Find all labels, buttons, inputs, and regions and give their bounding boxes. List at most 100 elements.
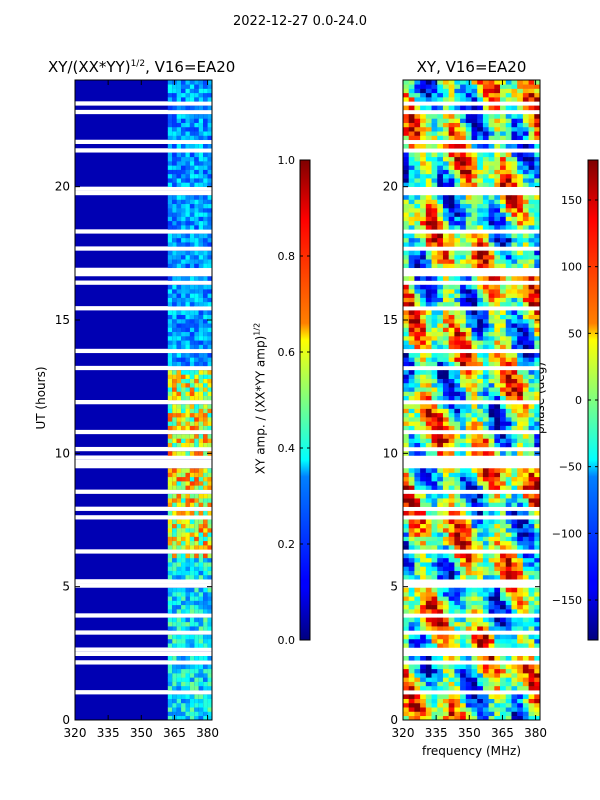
- heatmap-cell: [471, 536, 478, 542]
- heatmap-cell: [500, 481, 507, 486]
- heatmap-cell: [454, 284, 461, 290]
- heatmap-cell: [477, 417, 484, 422]
- heatmap-cell: [420, 88, 427, 94]
- heatmap-cell: [198, 156, 204, 162]
- heatmap-cell: [176, 476, 182, 482]
- heatmap-cell: [517, 523, 524, 529]
- heatmap-cell: [534, 242, 541, 247]
- heatmap-cell: [437, 545, 444, 550]
- heatmap-cell: [460, 502, 467, 507]
- heatmap-cell: [494, 711, 501, 717]
- heatmap-cell: [494, 195, 501, 200]
- heatmap-cell: [511, 404, 518, 409]
- heatmap-cell: [534, 536, 541, 542]
- heatmap-cell: [172, 702, 177, 708]
- heatmap-cell: [500, 327, 507, 333]
- heatmap-cell: [500, 643, 507, 648]
- heatmap-cell: [189, 199, 195, 205]
- heatmap-cell: [189, 562, 195, 567]
- heatmap-cell: [203, 314, 208, 320]
- heatmap-cell: [465, 476, 472, 482]
- heatmap-cell: [167, 702, 173, 708]
- heatmap-cell: [194, 370, 199, 375]
- heatmap-cell: [408, 673, 415, 678]
- heatmap-cell: [425, 656, 432, 661]
- heatmap-cell: [167, 318, 173, 324]
- heatmap-cell: [505, 378, 512, 384]
- heatmap-cell: [500, 199, 507, 205]
- heatmap-cell: [414, 698, 421, 704]
- heatmap-cell: [207, 297, 212, 303]
- heatmap-cell: [437, 694, 444, 699]
- heatmap-cell: [505, 638, 512, 644]
- heatmap-cell: [500, 263, 507, 269]
- heatmap-cell: [176, 126, 182, 132]
- heatmap-cell: [207, 122, 212, 128]
- heatmap-cell: [414, 668, 421, 674]
- heatmap-cell: [181, 114, 186, 119]
- heatmap-cell: [181, 344, 186, 350]
- heatmap-cell: [185, 297, 190, 303]
- heatmap-cell: [420, 126, 427, 132]
- heatmap-cell: [534, 173, 541, 179]
- heatmap-cell: [198, 621, 204, 627]
- heatmap-cell: [522, 570, 529, 576]
- heatmap-cell: [176, 387, 182, 392]
- heatmap-cell: [408, 92, 415, 98]
- heatmap-cell: [198, 263, 204, 269]
- heatmap-cell: [511, 391, 518, 397]
- heatmap-cell: [471, 434, 478, 439]
- heatmap-cell: [471, 677, 478, 682]
- heatmap-cell: [403, 122, 410, 128]
- heatmap-cell: [189, 412, 195, 418]
- heatmap-cell: [517, 451, 524, 456]
- heatmap-cell: [522, 314, 529, 320]
- heatmap-cell: [203, 668, 208, 674]
- heatmap-cell: [408, 336, 415, 341]
- heatmap-cell: [176, 481, 182, 486]
- heatmap-cell: [414, 237, 421, 243]
- heatmap-cell: [517, 301, 524, 307]
- heatmap-cell: [534, 216, 541, 222]
- heatmap-cell: [517, 638, 524, 644]
- heatmap-cell: [482, 434, 489, 439]
- heatmap-cell: [403, 438, 410, 443]
- heatmap-cell: [198, 301, 204, 307]
- heatmap-cell: [500, 318, 507, 324]
- heatmap-cell: [203, 327, 208, 333]
- heatmap-cell: [198, 361, 204, 367]
- heatmap-cell: [482, 216, 489, 222]
- heatmap-cell: [431, 476, 438, 482]
- heatmap-cell: [172, 353, 177, 358]
- heatmap-cell: [500, 442, 507, 448]
- heatmap-cell: [528, 532, 535, 537]
- heatmap-cell: [185, 643, 190, 648]
- heatmap-cell: [431, 144, 438, 149]
- heatmap-cell: [454, 314, 461, 320]
- heatmap-cell: [176, 242, 182, 247]
- heatmap-cell: [408, 284, 415, 290]
- heatmap-cell: [189, 442, 195, 448]
- heatmap-cell: [176, 600, 182, 606]
- heatmap-cell: [465, 276, 472, 281]
- heatmap-cell: [198, 408, 204, 414]
- heatmap-cell: [522, 395, 529, 401]
- heatmap-cell: [494, 84, 501, 89]
- heatmap-cell: [207, 284, 212, 290]
- heatmap-cell: [511, 553, 518, 559]
- heatmap-cell: [522, 434, 529, 439]
- heatmap-cell: [167, 131, 173, 136]
- heatmap-cell: [460, 451, 467, 456]
- heatmap-cell: [172, 92, 177, 98]
- heatmap-cell: [403, 135, 410, 141]
- heatmap-cell: [442, 156, 449, 162]
- heatmap-cell: [534, 297, 541, 303]
- heatmap-cell: [488, 604, 495, 610]
- heatmap-cell: [420, 468, 427, 473]
- heatmap-cell: [403, 634, 410, 640]
- heatmap-cell: [534, 485, 541, 490]
- heatmap-cell: [500, 225, 507, 230]
- heatmap-cell: [425, 574, 432, 580]
- heatmap-cell: [207, 523, 212, 529]
- heatmap-cell: [176, 557, 182, 563]
